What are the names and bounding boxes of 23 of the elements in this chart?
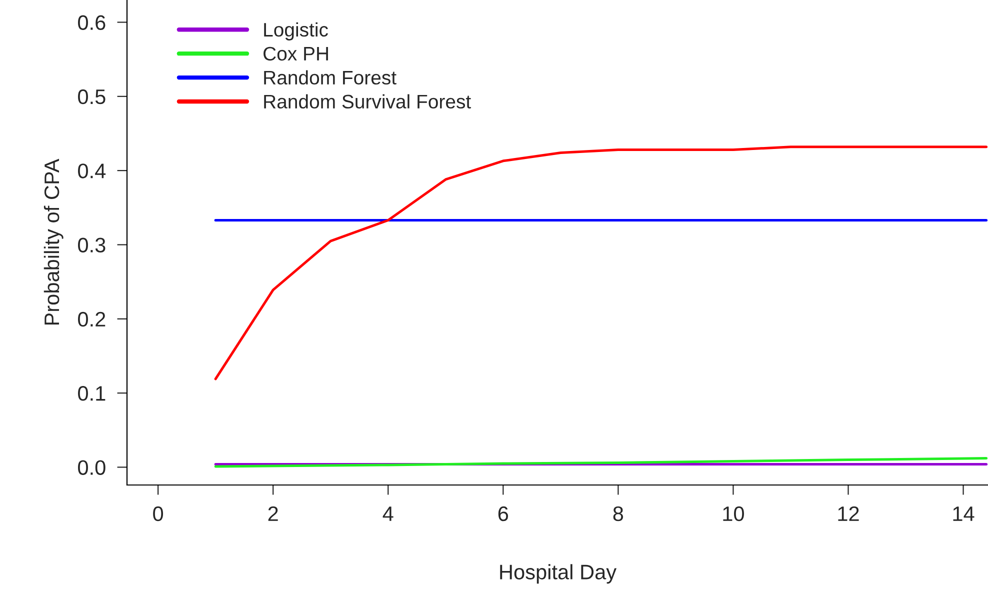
x-tick-label: 10 [723, 506, 744, 522]
x-tick-label: 6 [498, 506, 508, 522]
y-tick-label: 0.3 [78, 238, 106, 252]
legend-label: Random Survival Forest [264, 94, 471, 109]
x-tick-label: 2 [268, 506, 278, 521]
y-tick-label: 0.4 [78, 164, 106, 178]
x-axis-title: Hospital Day [500, 564, 617, 584]
line-series [214, 457, 988, 468]
y-axis-title: Probability of CPA [44, 158, 64, 325]
x-tick-label: 0 [153, 506, 164, 522]
y-tick-label: 0.1 [78, 386, 106, 401]
x-tick-label: 14 [953, 506, 974, 521]
y-tick-label: 0.6 [78, 15, 106, 30]
legend-label: Logistic [264, 22, 328, 40]
legend-label: Cox PH [264, 46, 328, 61]
line-series [214, 146, 988, 380]
x-tick-label: 12 [838, 506, 859, 521]
y-tick-label: 0.0 [78, 460, 106, 475]
y-tick-label: 0.5 [78, 89, 106, 104]
legend-label: Random Forest [264, 70, 396, 85]
x-tick-label: 4 [382, 506, 394, 521]
y-tick-label: 0.2 [78, 312, 106, 327]
x-tick-label: 8 [613, 506, 624, 522]
